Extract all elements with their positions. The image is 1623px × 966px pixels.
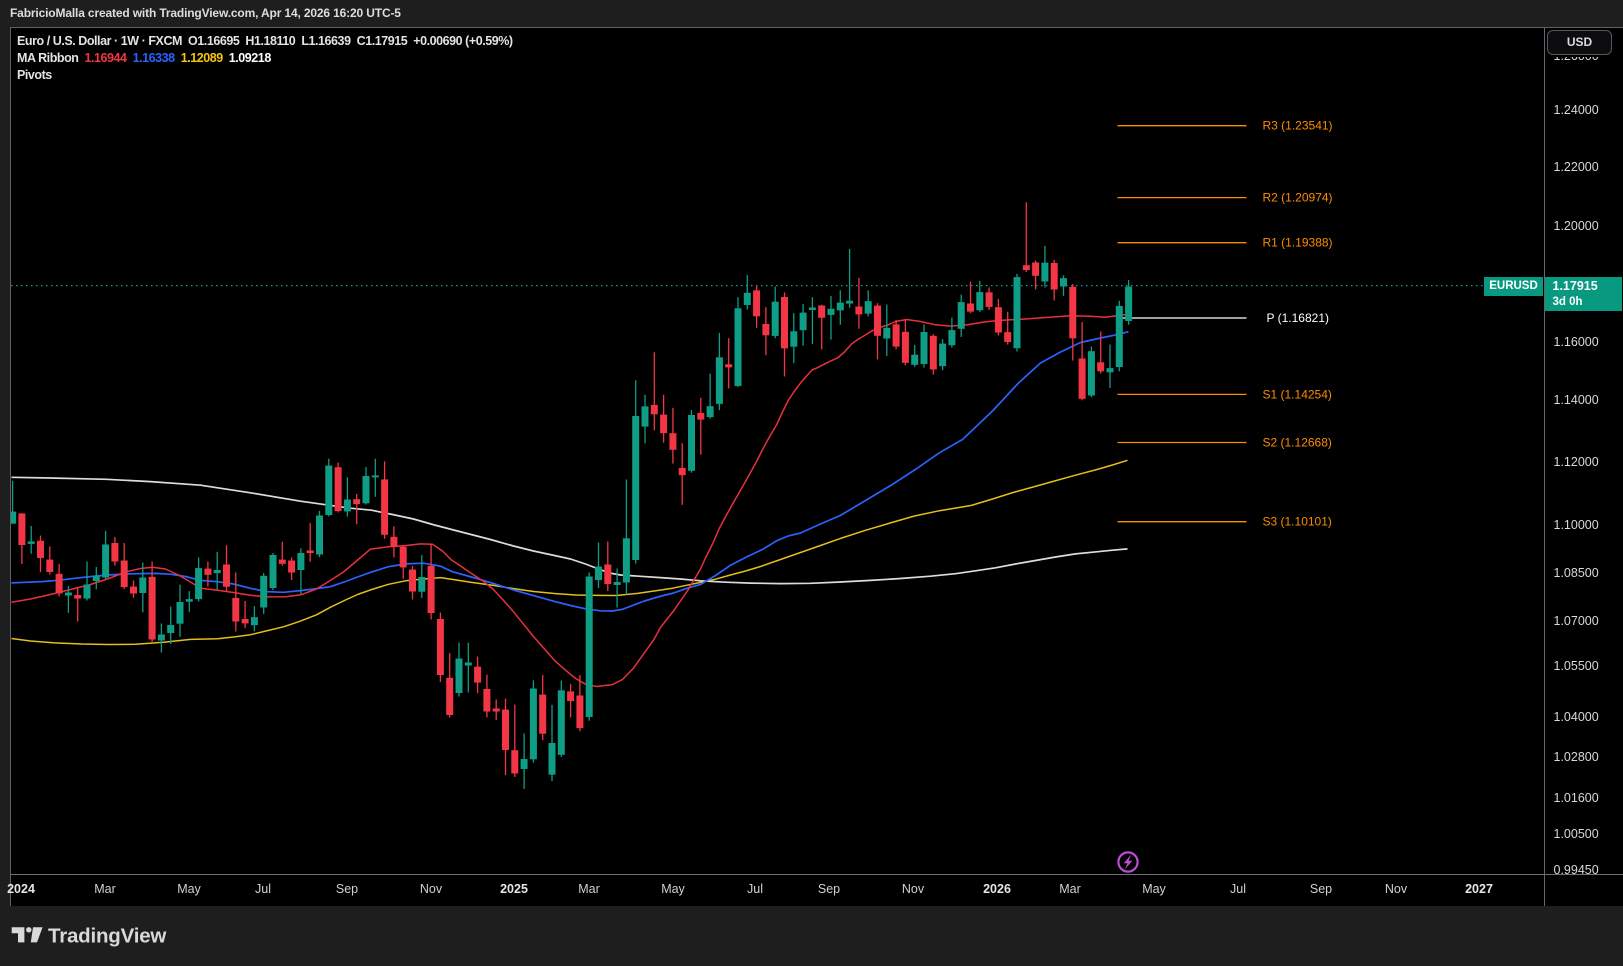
svg-text:TradingView: TradingView [48,925,166,948]
svg-text:S1 (1.14254): S1 (1.14254) [1262,387,1331,401]
svg-text:R2 (1.20974): R2 (1.20974) [1262,190,1332,204]
svg-text:P (1.16821): P (1.16821) [1266,311,1329,325]
svg-text:R1 (1.19388): R1 (1.19388) [1262,235,1332,249]
svg-text:S2 (1.12668): S2 (1.12668) [1262,435,1331,449]
svg-text:S3 (1.10101): S3 (1.10101) [1262,514,1331,528]
svg-text:R3 (1.23541): R3 (1.23541) [1262,118,1332,132]
